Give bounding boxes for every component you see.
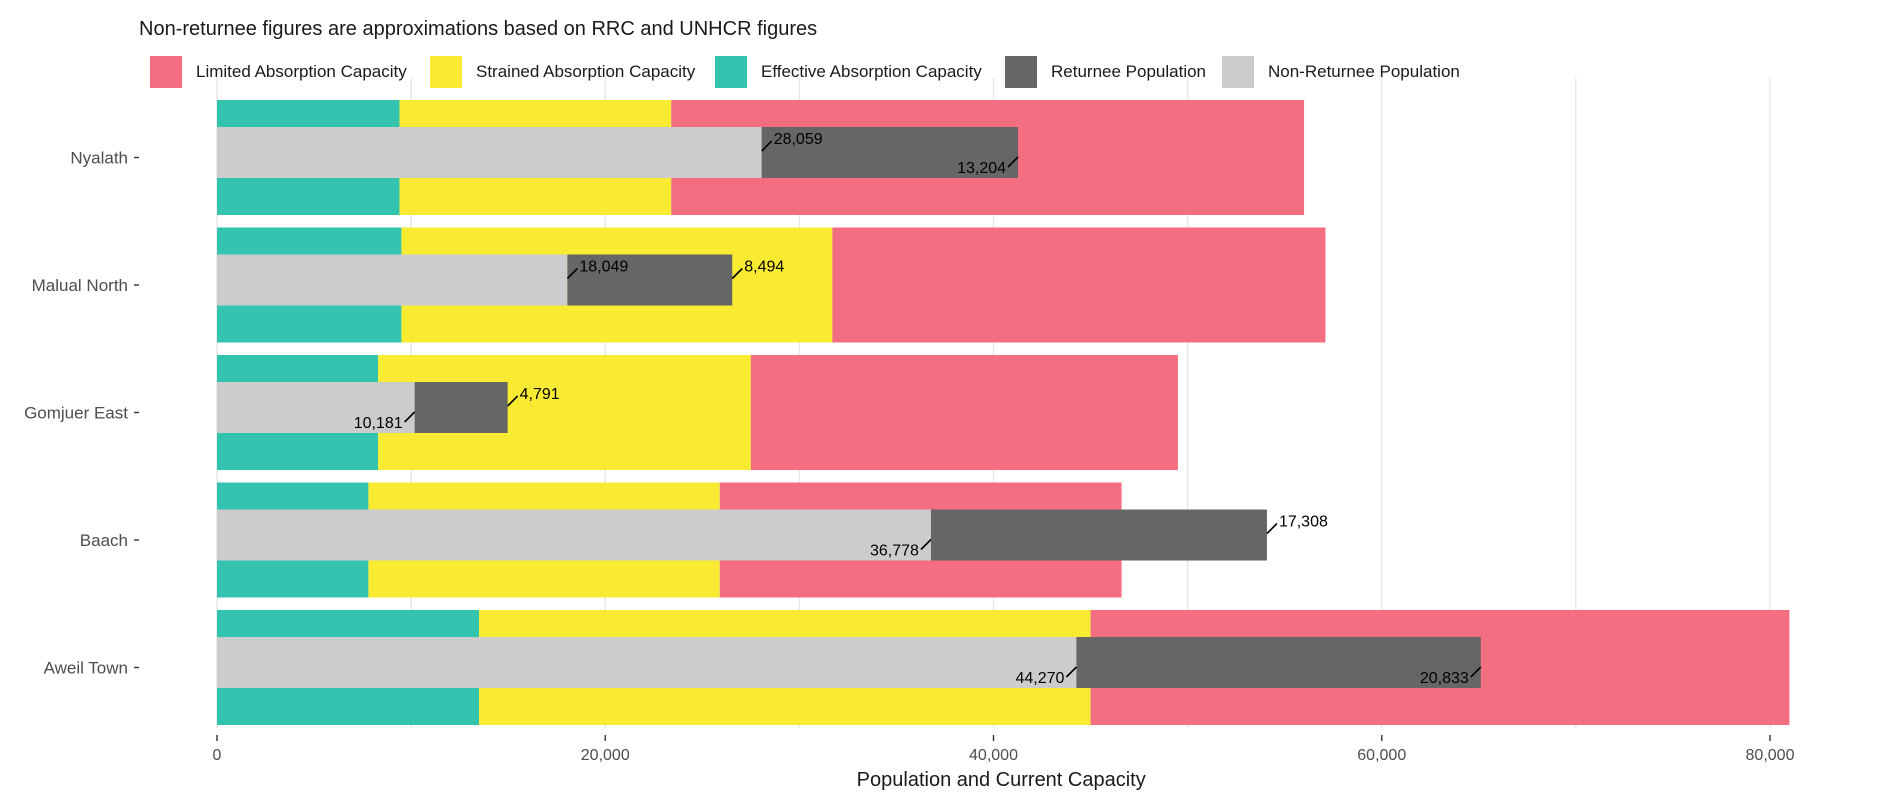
data-label-non-returnee-gomjuer-east: 10,181 (354, 415, 403, 432)
legend-label-limited: Limited Absorption Capacity (196, 62, 407, 81)
x-tick-label-0: 0 (213, 747, 222, 764)
leader-line-non-returnee-baach (920, 538, 932, 551)
data-label-non-returnee-baach: 36,778 (870, 543, 919, 560)
x-axis-title: Population and Current Capacity (857, 769, 1146, 791)
data-label-returnee-malual-north: 8,494 (744, 259, 784, 276)
y-tick-label-malual-north: Malual North (32, 276, 128, 295)
bar-non-returnee-population-aweil-town (217, 637, 1077, 688)
data-label-non-returnee-malual-north: 18,049 (579, 259, 628, 276)
y-tick-label-aweil-town: Aweil Town (44, 659, 128, 678)
y-tick-label-nyalath: Nyalath (70, 149, 128, 168)
bar-returnee-population-nyalath (761, 127, 1019, 178)
leader-line-returnee-aweil-town (1470, 666, 1482, 678)
data-label-returnee-nyalath: 13,204 (957, 160, 1006, 177)
data-label-returnee-gomjuer-east: 4,791 (520, 386, 560, 403)
labels-layer: 28,059 13,204 18,049 8,494 10,181 4,791 36,778… (354, 131, 1482, 687)
x-tick-label-20000: 20,000 (581, 747, 630, 764)
leader-line-returnee-baach (1266, 522, 1278, 535)
data-label-returnee-aweil-town: 20,833 (1420, 670, 1469, 687)
legend-label-returnee: Returnee Population (1051, 62, 1207, 81)
leader-line-non-returnee-nyalath (761, 140, 773, 152)
bar-returnee-population-baach (930, 509, 1267, 561)
x-tick-label-60000: 60,000 (1357, 747, 1406, 764)
bar-non-returnee-population-nyalath (217, 127, 762, 178)
bar-returnee-population-gomjuer-east (414, 382, 508, 433)
leader-line-returnee-gomjuer-east (507, 395, 519, 407)
legend-label-effective: Effective Absorption Capacity (761, 62, 982, 81)
bar-returnee-population-aweil-town (1076, 637, 1481, 688)
axis-layer: Nyalath Malual North Gomjuer East Baach Awei… (24, 149, 1795, 792)
x-tick-label-80000: 80,000 (1746, 747, 1795, 764)
y-tick-label-baach: Baach (80, 531, 128, 550)
legend-key-limited (150, 56, 182, 88)
legend-key-strained (430, 56, 462, 88)
legend-label-non-returnee: Non-Returnee Population (1268, 62, 1460, 81)
bar-non-returnee-population-malual-north (217, 254, 568, 306)
data-label-non-returnee-aweil-town: 44,270 (1015, 670, 1064, 687)
leader-line-non-returnee-gomjuer-east (404, 411, 416, 423)
bar-non-returnee-population-gomjuer-east (217, 382, 415, 433)
legend-key-effective (715, 56, 747, 88)
chart-subtitle: Non-returnee figures are approximations … (139, 18, 818, 40)
y-tick-label-gomjuer-east: Gomjuer East (24, 404, 128, 423)
bar-limited-absorption-capacity-gomjuer-east (750, 355, 1178, 470)
data-label-returnee-baach: 17,308 (1279, 514, 1328, 531)
leader-line-returnee-malual-north (731, 267, 743, 280)
bar-non-returnee-population-baach (217, 509, 931, 561)
legend-label-strained: Strained Absorption Capacity (476, 62, 696, 81)
x-tick-label-40000: 40,000 (969, 747, 1018, 764)
bar-limited-absorption-capacity-malual-north (832, 227, 1326, 343)
leader-line-returnee-nyalath (1007, 156, 1019, 168)
data-label-non-returnee-nyalath: 28,059 (774, 131, 823, 148)
bars-layer (217, 100, 1790, 725)
legend-key-returnee (1005, 56, 1037, 88)
leader-line-non-returnee-malual-north (566, 267, 578, 280)
bar-returnee-population-malual-north (567, 254, 733, 306)
leader-line-non-returnee-aweil-town (1065, 666, 1077, 678)
legend-key-non-returnee (1222, 56, 1254, 88)
